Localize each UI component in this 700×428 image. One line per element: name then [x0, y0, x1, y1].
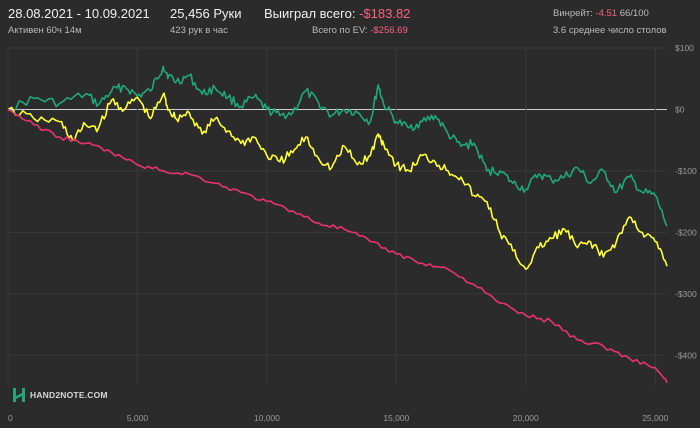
- stats-header: 28.08.2021 - 10.09.2021 Активен 60ч 14м …: [0, 0, 700, 42]
- winrate: Винрейт: -4.51 66/100: [553, 8, 649, 19]
- x-tick-label: 10,000: [254, 413, 280, 423]
- yellow-series-line: [7, 92, 668, 270]
- ev-total-value: -$256.69: [370, 25, 408, 36]
- date-range: 28.08.2021 - 10.09.2021: [8, 6, 150, 21]
- x-tick-label: 5,000: [127, 413, 149, 423]
- winrate-suffix: 66/100: [619, 8, 649, 19]
- y-tick-label: $0: [675, 104, 685, 114]
- winrate-label: Винрейт:: [553, 8, 593, 19]
- won-total: Выиграл всего: -$183.82: [264, 6, 410, 21]
- series: [7, 65, 668, 384]
- y-tick-label: -$400: [675, 350, 697, 360]
- y-tick-label: -$100: [675, 166, 697, 176]
- ev-total: Всего по EV: -$256.69: [312, 25, 408, 36]
- y-tick-label: -$200: [675, 227, 697, 237]
- grid: [7, 47, 667, 386]
- hand2note-logo: HAND2NOTE.COM: [12, 387, 108, 403]
- won-total-value: -$183.82: [359, 6, 411, 21]
- won-total-label: Выиграл всего:: [264, 6, 356, 21]
- hands-per-hour: 423 рук в час: [170, 25, 228, 36]
- hand2note-logo-text: HAND2NOTE.COM: [30, 390, 108, 400]
- x-tick-label: 25,000: [642, 413, 668, 423]
- axes: $100 $0 -$100 -$200 -$300 -$400 0 5,000 10,000 15…: [8, 43, 697, 423]
- pink-series-line: [7, 108, 668, 384]
- x-tick-label: 15,000: [383, 413, 409, 423]
- y-tick-label: $100: [675, 43, 694, 53]
- hands-count: 25,456 Руки: [170, 6, 242, 21]
- x-tick-label: 20,000: [513, 413, 539, 423]
- avg-tables: 3.6 среднее число столов: [553, 25, 667, 36]
- x-tick-label: 0: [8, 413, 13, 423]
- winrate-value: -4.51: [595, 8, 618, 19]
- ev-total-label: Всего по EV:: [312, 25, 368, 36]
- active-time: Активен 60ч 14м: [8, 25, 82, 36]
- y-tick-label: -$300: [675, 289, 697, 299]
- hand2note-logo-icon: [13, 388, 25, 402]
- green-series-line: [7, 65, 668, 227]
